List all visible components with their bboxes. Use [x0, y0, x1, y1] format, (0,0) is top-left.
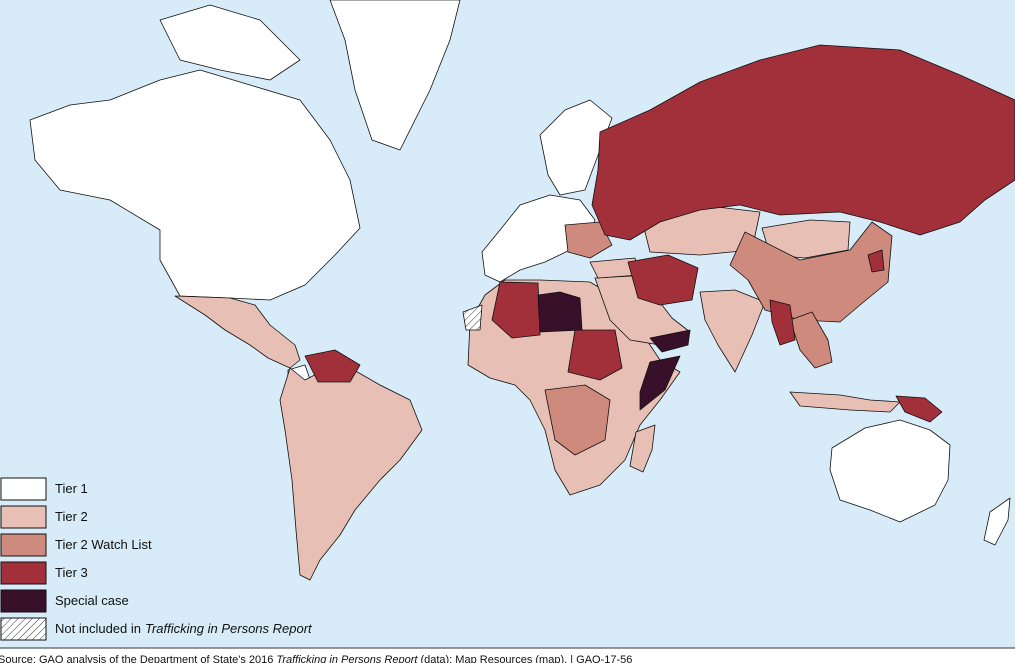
- eastern-europe: [564, 221, 613, 259]
- north-america: [29, 69, 361, 301]
- legend: Tier 1 Tier 2 Tier 2 Watch List Tier 3 Speci…: [0, 477, 313, 641]
- legend-label-text: Not included in: [55, 621, 141, 636]
- western-sahara: [462, 304, 483, 331]
- legend-label-text: Tier 2: [55, 509, 88, 524]
- somalia: [639, 355, 681, 411]
- legend-label: Tier 1: [55, 481, 88, 496]
- papua-new-guinea: [895, 395, 943, 423]
- legend-swatch: [0, 533, 47, 557]
- legend-swatch: [0, 589, 47, 613]
- legend-swatch: [0, 477, 47, 501]
- myanmar: [769, 299, 796, 346]
- source-text: Source: GAO analysis of the Department o…: [0, 654, 273, 663]
- legend-label-text: Tier 3: [55, 565, 88, 580]
- legend-label: Tier 2 Watch List: [55, 537, 152, 552]
- greenland: [329, 0, 461, 151]
- source-text-end: (data); Map Resources (map). | GAO-17-56: [420, 654, 632, 663]
- indonesia: [789, 391, 901, 413]
- north-korea: [867, 249, 885, 273]
- legend-label: Tier 2: [55, 509, 88, 524]
- iran-afghanistan: [627, 254, 699, 306]
- madagascar: [629, 424, 656, 473]
- russia: [591, 44, 1015, 241]
- australia: [829, 419, 951, 523]
- central-africa: [544, 384, 611, 456]
- yemen: [649, 329, 691, 353]
- legend-label: Tier 3: [55, 565, 88, 580]
- arctic-islands: [159, 4, 301, 81]
- legend-label-text: Tier 1: [55, 481, 88, 496]
- mexico-central-america: [174, 295, 301, 369]
- legend-label: Not included in Trafficking in Persons Re…: [55, 621, 313, 636]
- libya: [537, 291, 583, 333]
- legend-swatch: [0, 561, 47, 585]
- north-africa-tier3: [491, 281, 541, 339]
- southeast-asia: [789, 311, 833, 369]
- india: [699, 289, 766, 373]
- legend-label: Special case: [55, 593, 129, 608]
- legend-label-text: Special case: [55, 593, 129, 608]
- south-america: [279, 361, 423, 581]
- china: [729, 221, 893, 323]
- legend-swatch: [0, 617, 47, 641]
- legend-label-italic: Trafficking in Persons Report: [145, 621, 313, 636]
- source-note: Source: GAO analysis of the Department o…: [0, 654, 632, 663]
- legend-label-text: Tier 2 Watch List: [55, 537, 152, 552]
- venezuela: [304, 349, 361, 383]
- land-masses: [29, 0, 1015, 581]
- sudan-car: [567, 329, 623, 381]
- new-zealand: [983, 497, 1011, 546]
- legend-swatch: [0, 505, 47, 529]
- source-italic: Trafficking in Persons Report: [276, 654, 418, 663]
